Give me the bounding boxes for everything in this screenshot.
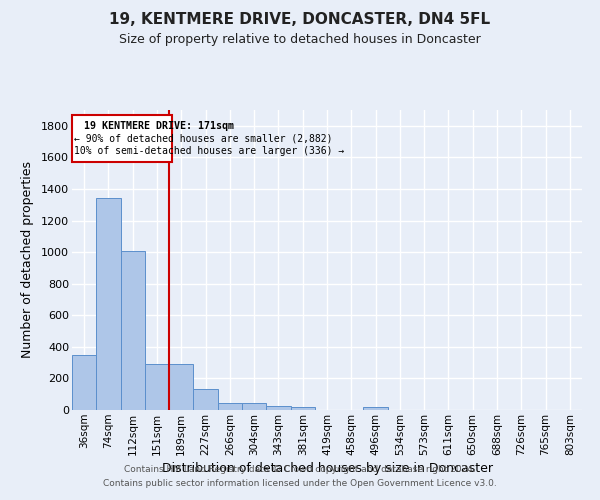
Bar [121, 250, 145, 410]
Bar [145, 364, 169, 410]
Bar [242, 404, 266, 410]
Bar [169, 364, 193, 410]
Bar [266, 406, 290, 410]
Bar [364, 407, 388, 410]
Text: ← 90% of detached houses are smaller (2,882): ← 90% of detached houses are smaller (2,… [74, 134, 333, 143]
Bar [218, 404, 242, 410]
Text: Contains HM Land Registry data © Crown copyright and database right 2024.
Contai: Contains HM Land Registry data © Crown c… [103, 466, 497, 487]
Y-axis label: Number of detached properties: Number of detached properties [21, 162, 34, 358]
Text: Size of property relative to detached houses in Doncaster: Size of property relative to detached ho… [119, 32, 481, 46]
Text: 10% of semi-detached houses are larger (336) →: 10% of semi-detached houses are larger (… [74, 146, 344, 156]
Bar [72, 354, 96, 410]
X-axis label: Distribution of detached houses by size in Doncaster: Distribution of detached houses by size … [161, 462, 493, 475]
Bar [72, 114, 172, 162]
Text: 19, KENTMERE DRIVE, DONCASTER, DN4 5FL: 19, KENTMERE DRIVE, DONCASTER, DN4 5FL [109, 12, 491, 28]
Text: 19 KENTMERE DRIVE: 171sqm: 19 KENTMERE DRIVE: 171sqm [84, 121, 234, 131]
Bar [290, 407, 315, 410]
Bar [193, 390, 218, 410]
Bar [96, 198, 121, 410]
